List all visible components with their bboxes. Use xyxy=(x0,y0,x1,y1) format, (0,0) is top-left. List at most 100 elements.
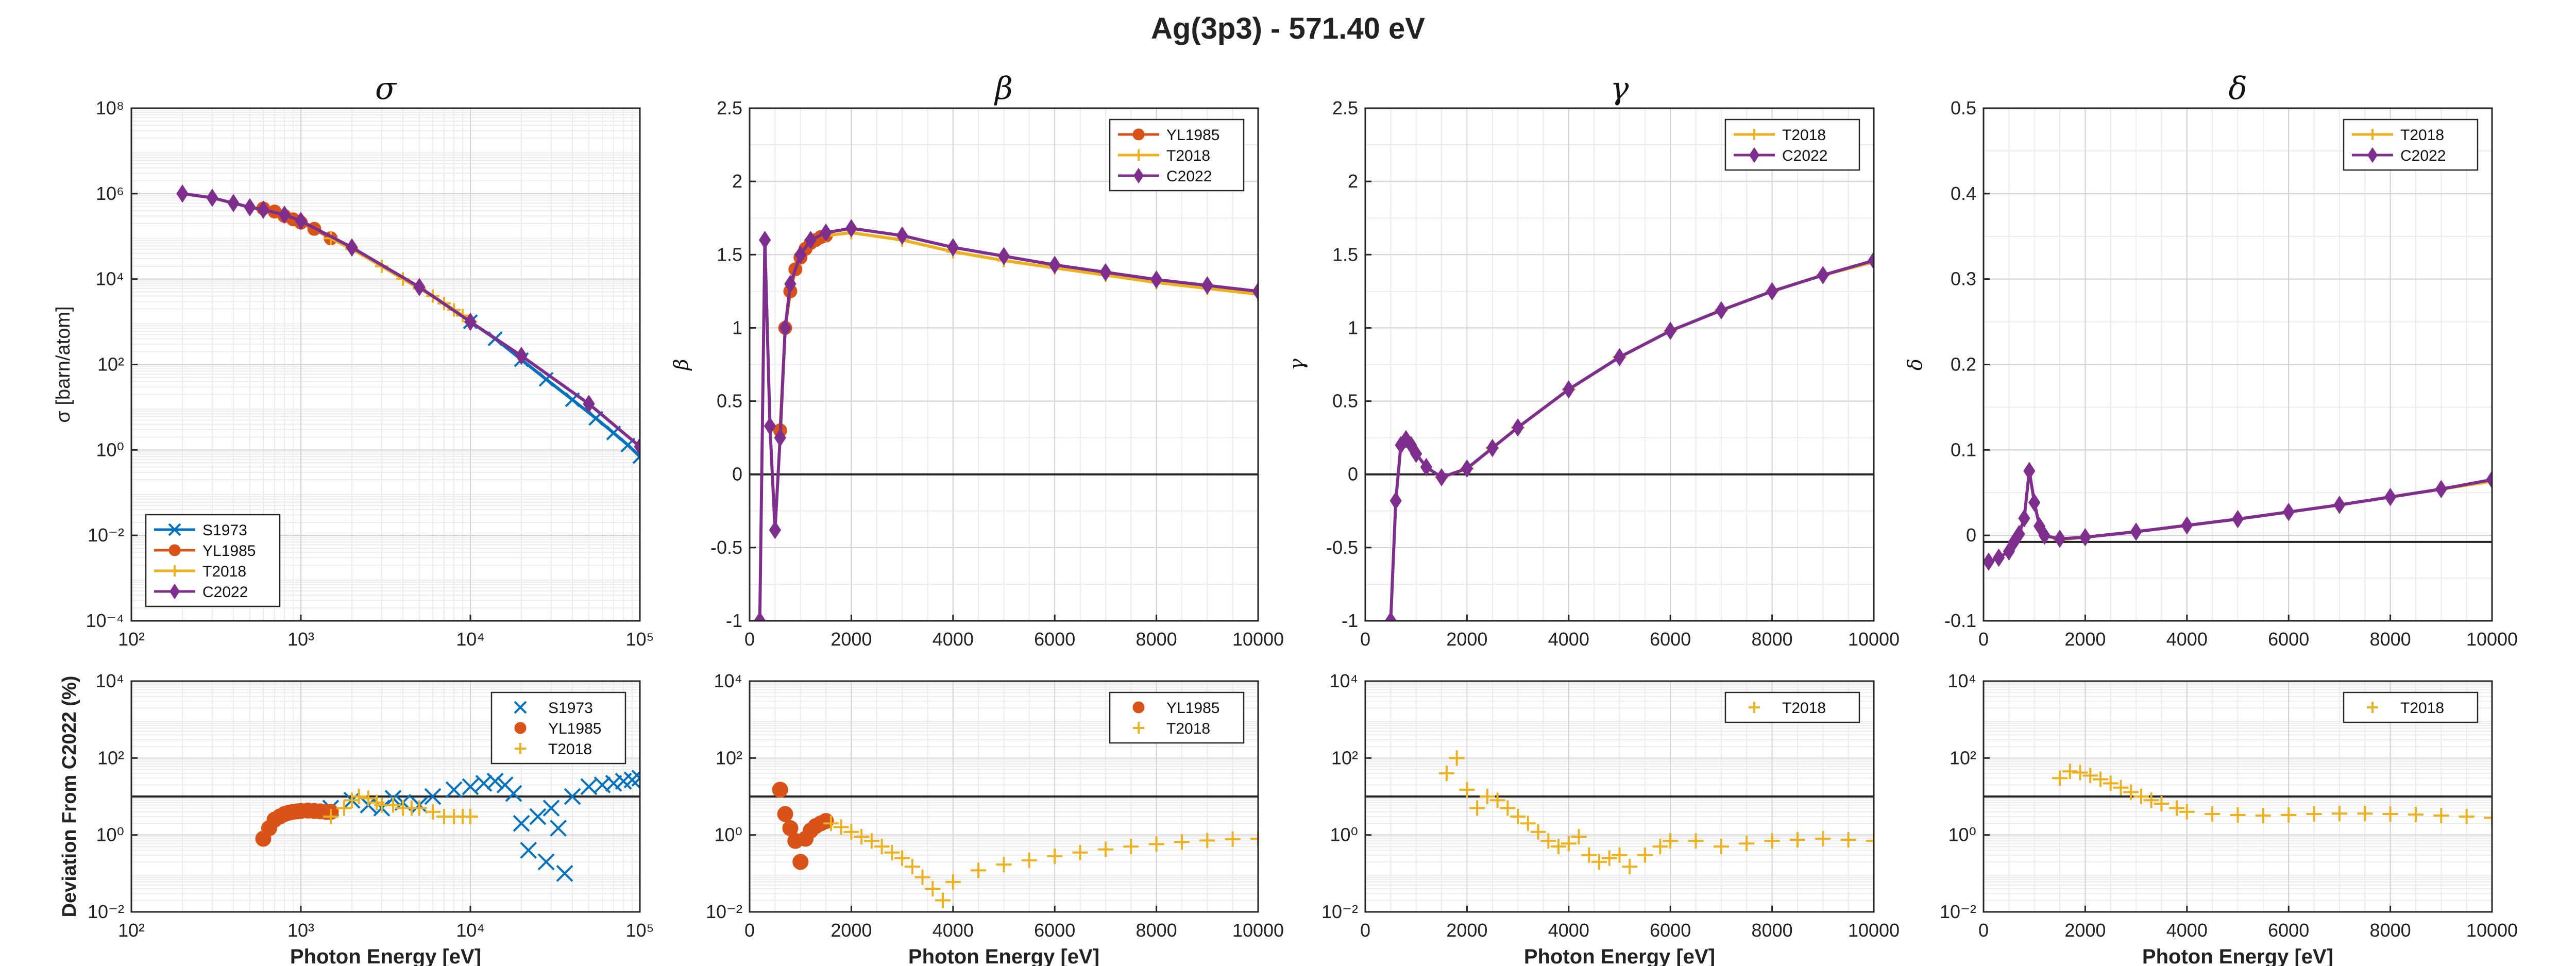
data-point xyxy=(170,583,180,600)
data-point xyxy=(769,520,781,539)
data-point xyxy=(1459,782,1475,798)
panels: 10² 10³ 10⁴ 10⁵ 10⁻⁴ 10⁻² 10⁰ 10² 10⁴ 10⁶ 10⁸ σ σ [b… xyxy=(53,71,2518,966)
data-point xyxy=(1571,829,1587,845)
data-point xyxy=(411,800,427,816)
legend-entry-T2018: T2018 xyxy=(515,741,592,758)
x-tick-label: 2000 xyxy=(831,920,872,941)
legend-box xyxy=(2343,691,2479,723)
data-point xyxy=(1132,128,1145,141)
data-point xyxy=(385,797,401,813)
data-point xyxy=(1817,266,1829,284)
series-C2022 xyxy=(754,219,1258,621)
y-tick-label: 2.5 xyxy=(717,97,742,118)
y-tick-label: 10⁻⁴ xyxy=(86,610,124,631)
data-point xyxy=(935,892,951,908)
y-tick-label: 10² xyxy=(1331,747,1358,768)
data-point xyxy=(1601,850,1617,866)
x-tick-label: 0 xyxy=(1360,629,1370,650)
data-point xyxy=(2062,764,2078,779)
data-point xyxy=(818,813,834,829)
data-point xyxy=(1764,833,1780,849)
x-tick-label: 4000 xyxy=(933,629,974,650)
legend-entry-T2018: T2018 xyxy=(2367,700,2444,717)
data-point xyxy=(169,565,180,577)
y-tick-label: 10⁰ xyxy=(96,824,124,845)
legend-label: C2022 xyxy=(202,584,248,601)
axes-title: β xyxy=(994,71,1013,107)
data-point xyxy=(764,417,776,435)
data-point xyxy=(550,820,567,837)
data-point xyxy=(1637,847,1653,863)
y-axis-label: β xyxy=(670,359,692,371)
y-tick-label: 10⁴ xyxy=(95,670,124,691)
y-tick-label: 10⁰ xyxy=(715,824,742,845)
legend-label: YL1985 xyxy=(548,720,601,737)
y-tick-label: 10⁻² xyxy=(1321,901,1358,922)
ticks: 0 2000 4000 6000 8000 10000 -1 -0.5 0 0.5 1 1.5 2 2.5 xyxy=(710,97,1284,650)
y-tick-label: 10⁰ xyxy=(96,439,124,460)
ticks: 0 2000 4000 6000 8000 10000 -1 -0.5 0 0.5 1 1.5 2 2.5 xyxy=(1326,97,1900,650)
legend-entry-C2022: C2022 xyxy=(1118,167,1212,185)
x-tick-label: 10000 xyxy=(1848,920,1900,941)
y-tick-label: 2 xyxy=(1348,171,1358,192)
data-point xyxy=(360,790,376,806)
series-C2022 xyxy=(176,184,640,456)
series-YL1985 xyxy=(255,802,339,847)
y-tick-label: 2 xyxy=(732,171,742,192)
legend-label: T2018 xyxy=(202,563,246,580)
data-point xyxy=(804,231,817,249)
data-point xyxy=(2408,806,2424,822)
data-point xyxy=(520,841,537,859)
y-tick-label: 0 xyxy=(732,464,742,485)
data-point xyxy=(2082,768,2098,784)
axes-box xyxy=(1364,107,1875,622)
data-point xyxy=(257,200,269,219)
data-point xyxy=(634,437,640,456)
ticks: 0 2000 4000 6000 8000 10000-0.100.10.20.30.40… xyxy=(1944,97,2518,650)
legend-box xyxy=(2343,118,2479,171)
series-line-T2018 xyxy=(825,231,1258,296)
y-tick-label: 10⁴ xyxy=(714,670,742,691)
data-point xyxy=(792,854,809,870)
data-point xyxy=(777,806,793,822)
axes-box xyxy=(749,107,1259,622)
x-tick-label: 10³ xyxy=(287,920,314,941)
data-point xyxy=(632,449,640,464)
data-point xyxy=(2103,775,2119,791)
y-tick-label: 10⁰ xyxy=(1330,824,1358,845)
data-point xyxy=(486,772,504,790)
legend-label: T2018 xyxy=(1782,127,1826,144)
y-axis-label: Deviation From C2022 (%) xyxy=(59,676,80,918)
series-group xyxy=(176,184,640,464)
data-point xyxy=(1715,301,1727,320)
data-point xyxy=(833,819,849,835)
data-point xyxy=(2231,510,2244,529)
data-point xyxy=(904,859,920,875)
data-point xyxy=(2435,480,2447,499)
x-tick-label: 10⁵ xyxy=(626,920,654,941)
x-tick-label: 4000 xyxy=(933,920,974,941)
legend-entry-T2018: T2018 xyxy=(154,563,246,580)
data-point xyxy=(1581,847,1597,863)
legend-entry-C2022: C2022 xyxy=(2352,147,2446,164)
data-point xyxy=(1449,750,1465,766)
y-tick-label: 0.2 xyxy=(1951,354,1976,375)
data-point xyxy=(1520,816,1536,832)
y-tick-label: -0.1 xyxy=(1944,610,1976,631)
legend-label: YL1985 xyxy=(202,543,256,560)
data-point xyxy=(823,816,839,832)
data-point xyxy=(2052,770,2068,786)
data-point xyxy=(278,206,291,224)
data-point xyxy=(2484,810,2492,826)
data-point xyxy=(513,815,530,832)
legend-label: C2022 xyxy=(1166,168,1212,185)
x-tick-label: 6000 xyxy=(1650,920,1691,941)
data-point xyxy=(1099,263,1112,282)
legend: T2018 C2022 xyxy=(2343,118,2479,171)
series-T2018 xyxy=(823,816,1258,908)
data-point xyxy=(1663,833,1679,849)
data-point xyxy=(1789,832,1805,848)
data-point xyxy=(1133,149,1144,161)
axes-box xyxy=(130,680,641,913)
data-point xyxy=(2023,462,2036,480)
